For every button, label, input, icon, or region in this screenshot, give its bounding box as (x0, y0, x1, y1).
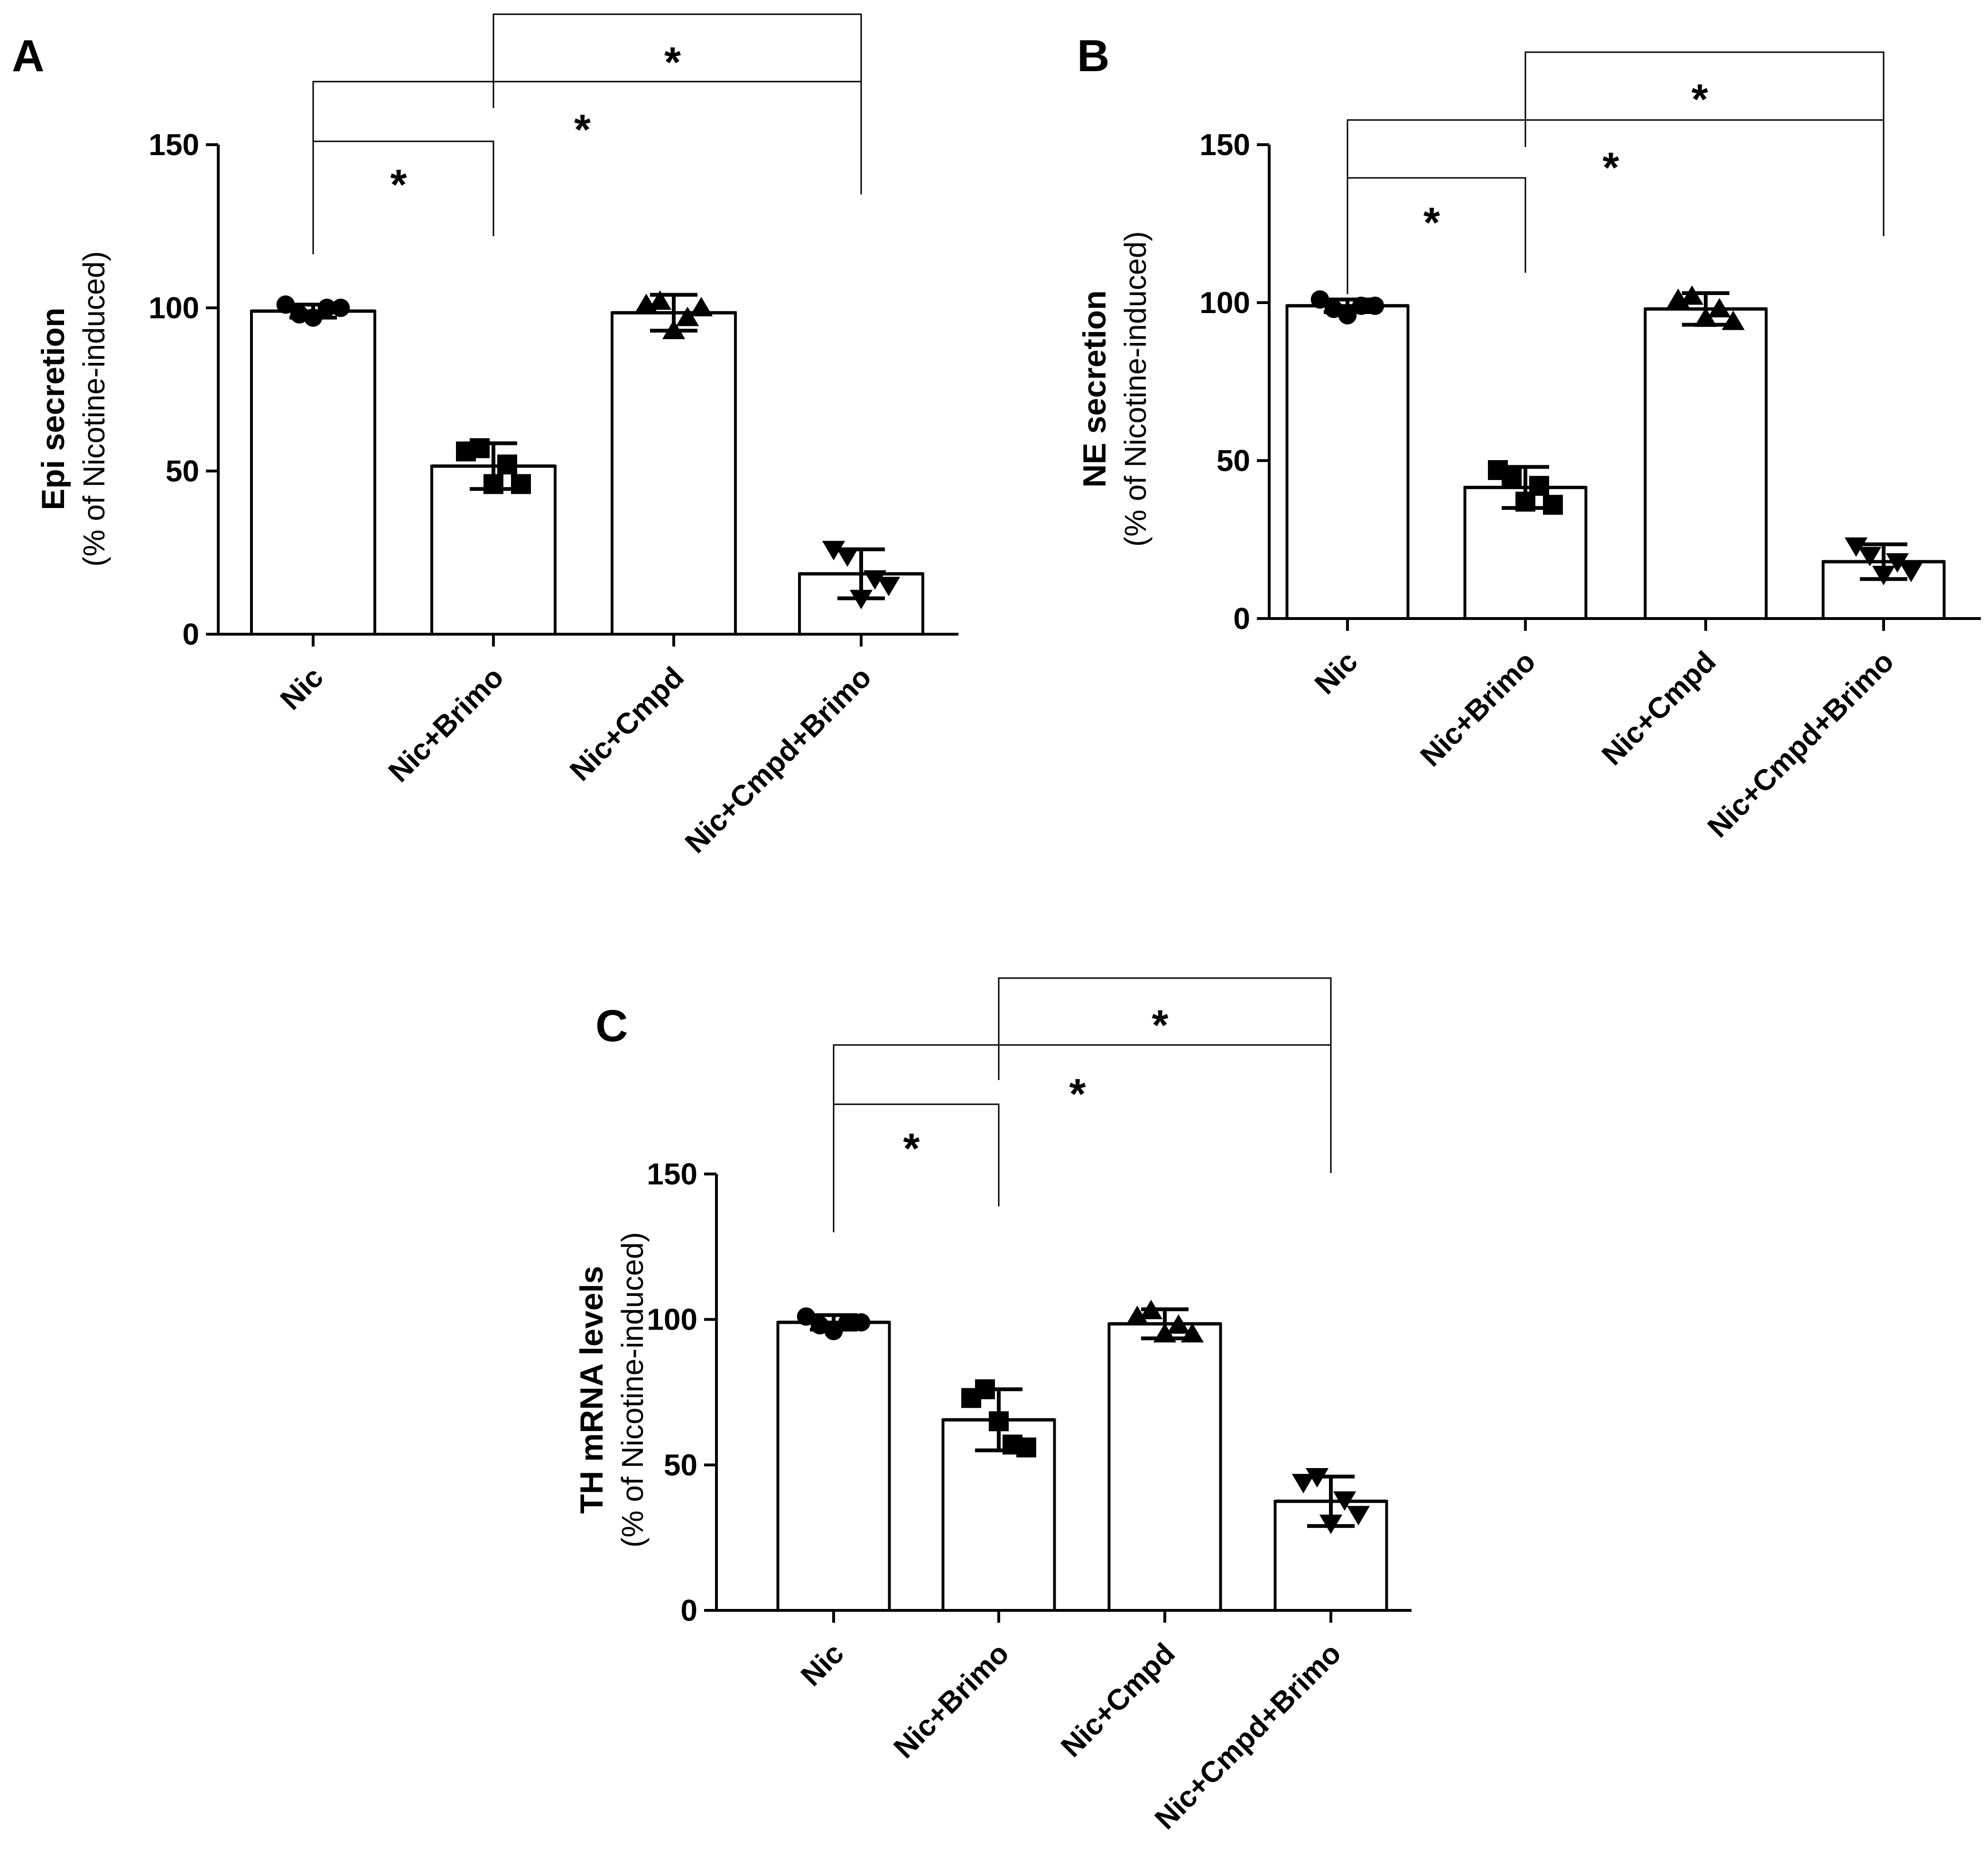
panel-b-point-1-1 (1502, 466, 1522, 487)
panel-c-letter: C (595, 1001, 628, 1051)
panel-a-ylabel: Epi secretion (35, 307, 71, 510)
panel-c-ytick-label-2: 100 (647, 1303, 697, 1337)
panel-c-bar-2 (1107, 1322, 1222, 1612)
panel-c-plot: 0 50 100 150 Nic Nic+Brimo Nic+CmpdNic+Cmpd+Br… (647, 977, 1412, 1836)
panel-c-sig-bracket-1 (833, 1044, 1332, 1173)
panel-a-ytick-label-3: 150 (149, 128, 199, 162)
panel-b-bar-3 (1821, 560, 1946, 620)
panel-b-point-0-0 (1310, 290, 1329, 309)
panel-b-point-3-1 (1858, 546, 1882, 566)
panel-b-point-3-4 (1899, 563, 1923, 582)
panel-a: A Epi secretion (% of Nicotine-induced) … (12, 13, 958, 860)
panel-b-letter: B (1077, 31, 1110, 81)
panel-a-xlabel-3: Nic+Cmpd+Brimo (679, 661, 878, 860)
panel-c-sig-label-2: * (1152, 1002, 1168, 1049)
panel-a-bar-0 (250, 309, 376, 636)
panel-b-xlabel-3: Nic+Cmpd+Brimo (1701, 645, 1900, 844)
panel-b-sig-label-2: * (1691, 76, 1708, 123)
panel-a-point-3-1 (836, 547, 859, 567)
panel-b-ytick-label-1: 50 (1217, 444, 1250, 478)
panel-c-ytick-label-1: 50 (664, 1448, 697, 1482)
panel-c-sig-label-0: * (903, 1125, 920, 1173)
panel-a-point-0-4 (331, 298, 350, 317)
panel-a-xlabel-1: Nic+Brimo (382, 661, 510, 788)
panel-a-xlabel-0: Nic (274, 661, 330, 716)
panel-c-point-1-4 (1016, 1437, 1036, 1458)
panel-a-ytick-label-0: 0 (182, 617, 199, 651)
panel-c-sig-label-1: * (1069, 1071, 1086, 1118)
panel-b-ylabel-sub: (% of Nicotine-induced) (1118, 231, 1152, 546)
panel-c-point-3-4 (1347, 1506, 1370, 1525)
panel-a-sig-label-2: * (664, 39, 681, 86)
panel-a-ytick-label-2: 100 (149, 291, 199, 325)
panel-b-xlabel-0: Nic (1309, 645, 1364, 701)
panel-a-bar-2 (611, 311, 737, 636)
panel-a-xlabel-2: Nic+Cmpd (564, 661, 690, 787)
panel-b-ytick-label-2: 100 (1199, 286, 1250, 320)
panel-c-point-2-0 (1125, 1305, 1149, 1325)
panel-b-point-1-4 (1543, 495, 1563, 515)
panel-c-xlabel-1: Nic+Brimo (888, 1637, 1015, 1765)
panel-b-ylabel: NE secretion (1077, 290, 1113, 488)
panel-a-sig-bracket-0 (312, 140, 494, 254)
panel-b-bar-0 (1285, 304, 1410, 620)
panel-c-point-3-0 (1291, 1474, 1315, 1494)
panel-c-ytick-label-3: 150 (647, 1157, 697, 1191)
panel-a-ytick-label-1: 50 (166, 454, 199, 488)
panel-a-ylabel-sub: (% of Nicotine-induced) (77, 251, 111, 566)
panel-a-plot: 0 50 100 150 Nic Nic+Brimo Nic+CmpdNic+Cmpd+Br… (149, 13, 958, 860)
panel-a-point-1-4 (511, 474, 531, 494)
panel-c-sig-bracket-2 (998, 977, 1332, 1080)
panel-a-sig-bracket-1 (312, 81, 862, 194)
panel-a-sig-label-0: * (390, 161, 407, 209)
panel-a-sig-bracket-2 (492, 13, 862, 109)
panel-a-point-2-3 (676, 306, 699, 326)
panel-c: C TH mRNA levels (% of Nicotine-induced)… (574, 977, 1412, 1836)
panel-a-point-1-1 (470, 438, 490, 458)
panel-b-plot: 0 50 100 150 Nic Nic+Brimo Nic+CmpdNic+Cmpd+Br… (1199, 51, 1981, 844)
panel-b-xlabel-2: Nic+Cmpd (1596, 645, 1722, 772)
panel-a-letter: A (12, 31, 45, 81)
panel-a-point-3-0 (822, 541, 845, 561)
panel-c-ylabel: TH mRNA levels (574, 1266, 610, 1514)
panel-a-point-2-1 (648, 290, 672, 310)
panel-c-xlabel-0: Nic (795, 1637, 850, 1692)
panel-c-ytick-label-0: 0 (680, 1593, 697, 1627)
panel-b-ytick-label-3: 150 (1199, 128, 1250, 162)
panel-b: B NE secretion (% of Nicotine-induced) 0… (1077, 31, 1981, 844)
panel-a-point-3-4 (877, 576, 901, 596)
panel-c-bar-0 (776, 1321, 891, 1612)
panel-a-sig-label-1: * (574, 106, 591, 154)
panel-b-sig-label-0: * (1423, 199, 1440, 247)
panel-b-ytick-label-0: 0 (1233, 601, 1250, 636)
panel-b-bar-2 (1644, 307, 1768, 620)
panel-a-point-0-0 (276, 295, 295, 314)
panel-b-xlabel-1: Nic+Brimo (1414, 645, 1542, 773)
panel-c-xlabel-3: Nic+Cmpd+Brimo (1149, 1637, 1347, 1836)
panel-b-point-2-1 (1680, 285, 1704, 305)
panel-c-ylabel-sub: (% of Nicotine-induced) (615, 1232, 650, 1547)
panel-b-sig-label-1: * (1602, 144, 1619, 192)
panel-b-point-3-0 (1844, 537, 1868, 557)
panel-c-xlabel-2: Nic+Cmpd (1055, 1637, 1181, 1764)
panel-b-sig-bracket-2 (1524, 51, 1885, 147)
panel-b-sig-bracket-1 (1347, 119, 1885, 236)
